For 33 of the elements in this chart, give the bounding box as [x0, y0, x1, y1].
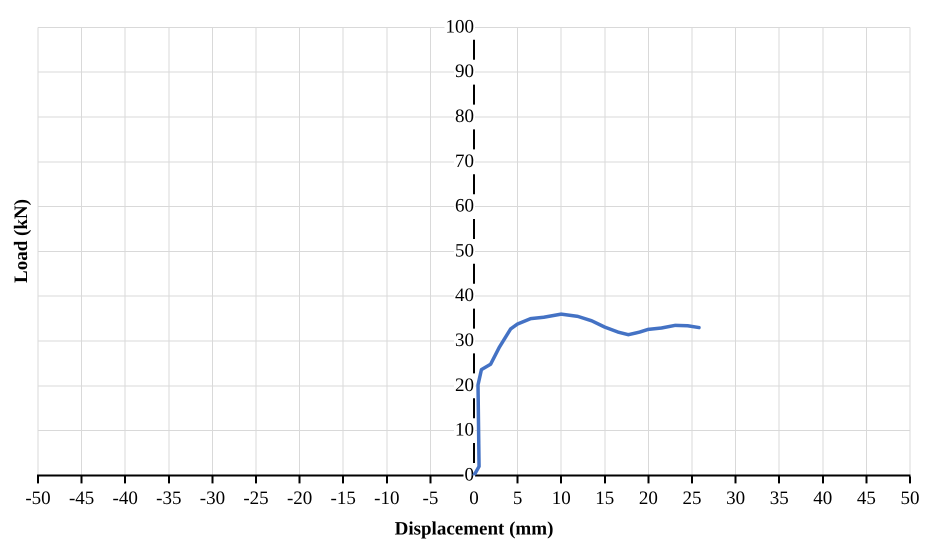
- x-tick-label: 30: [726, 488, 746, 509]
- x-tick-label: -20: [286, 488, 312, 509]
- x-tick-label: 50: [900, 488, 920, 509]
- x-tick-label: -50: [25, 488, 51, 509]
- y-tick-label: 10: [455, 420, 474, 441]
- x-tick-label: 45: [856, 488, 876, 509]
- x-tick-label: 25: [682, 488, 702, 509]
- y-tick-label: 90: [455, 61, 474, 82]
- y-tick-label: 50: [455, 240, 474, 262]
- y-tick-label: 40: [455, 285, 474, 306]
- x-tick-label: -40: [112, 488, 138, 509]
- y-tick-label: 20: [455, 374, 474, 396]
- x-tick-label: 20: [638, 488, 658, 509]
- y-tick-label: 70: [455, 150, 474, 172]
- y-tick-label: 60: [455, 196, 474, 217]
- x-tick-label: 40: [813, 488, 832, 509]
- y-tick-label: 0: [464, 464, 474, 486]
- y-axis-title: Load (kN): [11, 199, 33, 283]
- x-tick-label: -25: [243, 488, 269, 509]
- x-tick-label: -15: [330, 488, 356, 509]
- x-tick-label: -35: [156, 488, 182, 509]
- y-tick-label: 80: [455, 106, 474, 127]
- y-tick-label: 100: [446, 16, 474, 38]
- y-tick-label: 30: [455, 330, 474, 351]
- x-axis-title: Displacement (mm): [394, 518, 554, 540]
- x-tick-label: 10: [552, 488, 571, 509]
- x-tick-label: -5: [422, 488, 438, 509]
- x-tick-label: 15: [595, 488, 614, 509]
- x-tick-label: -30: [200, 488, 226, 509]
- x-tick-label: -45: [68, 488, 94, 509]
- x-tick-label: 5: [512, 488, 522, 509]
- x-tick-label: 35: [770, 488, 789, 509]
- x-tick-label: -10: [374, 488, 400, 509]
